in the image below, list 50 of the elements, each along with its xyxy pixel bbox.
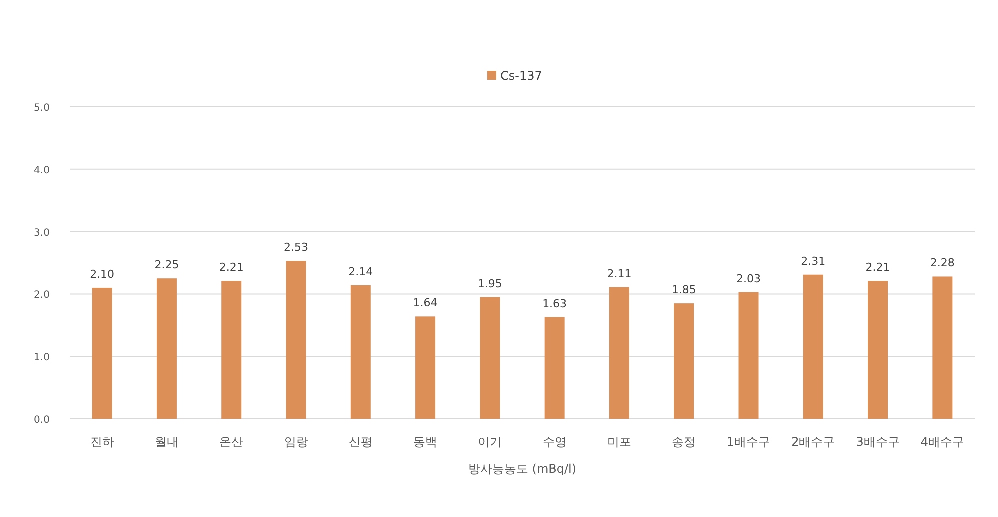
data-label: 1.85 <box>672 284 696 297</box>
y-tick-label: 4.0 <box>34 165 50 176</box>
bar <box>932 276 953 419</box>
x-tick-label: 진하 <box>90 435 114 449</box>
x-tick-label: 월내 <box>154 435 179 449</box>
bar <box>286 261 306 419</box>
x-tick-label: 이기 <box>478 435 502 449</box>
data-label: 2.53 <box>284 241 308 254</box>
data-label: 2.21 <box>866 261 890 274</box>
bar <box>222 281 242 419</box>
bar <box>609 287 630 419</box>
y-tick-label: 0.0 <box>34 415 50 426</box>
data-label: 2.03 <box>736 272 761 286</box>
bar <box>544 317 565 419</box>
y-tick-label: 5.0 <box>34 103 50 114</box>
x-tick-label: 임랑 <box>284 435 308 449</box>
bar <box>738 292 759 419</box>
y-tick-label: 3.0 <box>34 228 50 239</box>
bar <box>156 278 177 419</box>
data-label: 2.10 <box>90 268 115 281</box>
bar <box>480 297 500 419</box>
bar <box>868 281 888 419</box>
data-label: 2.31 <box>801 254 826 268</box>
x-tick-label: 수영 <box>542 435 567 449</box>
y-tick-label: 1.0 <box>34 352 50 364</box>
x-tick-label: 동백 <box>414 435 438 449</box>
x-tick-label: 온산 <box>220 435 244 449</box>
y-tick-label: 2.0 <box>34 290 50 302</box>
data-label: 2.21 <box>219 261 244 274</box>
x-tick-label: 2배수구 <box>792 435 836 449</box>
data-label: 2.11 <box>607 267 632 280</box>
data-label: 1.95 <box>478 277 502 290</box>
data-label: 2.25 <box>154 258 180 272</box>
x-tick-label: 송정 <box>672 435 696 449</box>
x-tick-label: 3배수구 <box>856 435 900 449</box>
bar <box>350 285 371 419</box>
data-label: 2.14 <box>348 265 374 278</box>
bar <box>674 304 694 419</box>
data-label: 1.63 <box>542 297 568 310</box>
x-tick-label: 1배수구 <box>726 435 771 449</box>
x-tick-label: 신평 <box>348 435 373 449</box>
data-label: 2.28 <box>930 256 955 270</box>
x-tick-label: 4배수구 <box>920 435 964 449</box>
legend-label: Cs-137 <box>500 69 542 83</box>
bar <box>416 316 436 419</box>
bar <box>803 274 824 419</box>
x-axis-title: 방사능농도 (mBq/l) <box>468 462 577 476</box>
bar <box>92 288 112 419</box>
data-label: 1.64 <box>413 296 438 310</box>
x-tick-label: 미포 <box>607 435 632 449</box>
